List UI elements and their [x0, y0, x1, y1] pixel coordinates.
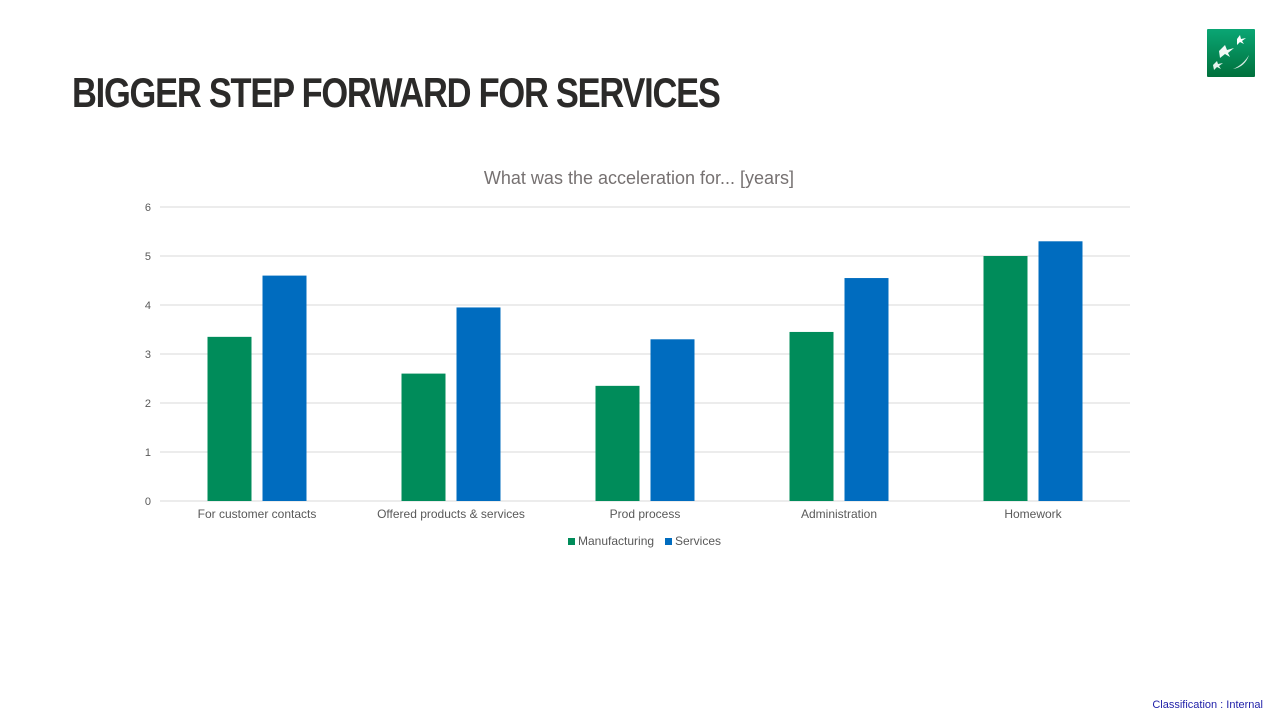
legend-label-manufacturing: Manufacturing — [578, 534, 654, 548]
chart-gridlines — [160, 206, 1130, 502]
y-tick-label: 3 — [145, 349, 151, 361]
legend-swatch-services — [665, 538, 672, 545]
y-tick-label: 0 — [145, 496, 151, 508]
bar-manufacturing-4 — [983, 256, 1028, 501]
bar-services-0 — [262, 275, 307, 501]
x-category-label: Prod process — [610, 507, 681, 521]
x-category-label: For customer contacts — [198, 507, 317, 521]
bar-manufacturing-3 — [789, 331, 834, 501]
legend-swatch-manufacturing — [568, 538, 575, 545]
bar-services-3 — [844, 278, 889, 501]
bar-services-4 — [1038, 241, 1083, 502]
y-tick-label: 6 — [145, 202, 151, 214]
bnp-paribas-stars-logo-icon — [1207, 29, 1255, 77]
bar-manufacturing-0 — [207, 336, 252, 501]
bar-chart: What was the acceleration for... [years]… — [145, 168, 1130, 548]
chart-legend: Manufacturing Services — [568, 534, 721, 548]
x-category-label: Homework — [1004, 507, 1062, 521]
y-tick-label: 2 — [145, 398, 151, 410]
x-category-label: Offered products & services — [377, 507, 525, 521]
y-axis-ticks: 0 1 2 3 4 5 6 — [145, 202, 151, 508]
slide-title: BIGGER STEP FORWARD FOR SERVICES — [72, 69, 721, 116]
chart-bars — [207, 241, 1083, 502]
bar-services-1 — [456, 307, 501, 501]
bar-manufacturing-2 — [595, 385, 640, 501]
x-category-label: Administration — [801, 507, 877, 521]
bar-services-2 — [650, 339, 695, 501]
x-axis-categories: For customer contacts Offered products & … — [198, 507, 1063, 521]
y-tick-label: 5 — [145, 251, 151, 263]
classification-label: Classification : Internal — [1152, 699, 1263, 711]
y-tick-label: 4 — [145, 300, 151, 312]
y-tick-label: 1 — [145, 447, 151, 459]
chart-title: What was the acceleration for... [years] — [484, 168, 794, 188]
legend-label-services: Services — [675, 534, 721, 548]
bar-manufacturing-1 — [401, 373, 446, 501]
